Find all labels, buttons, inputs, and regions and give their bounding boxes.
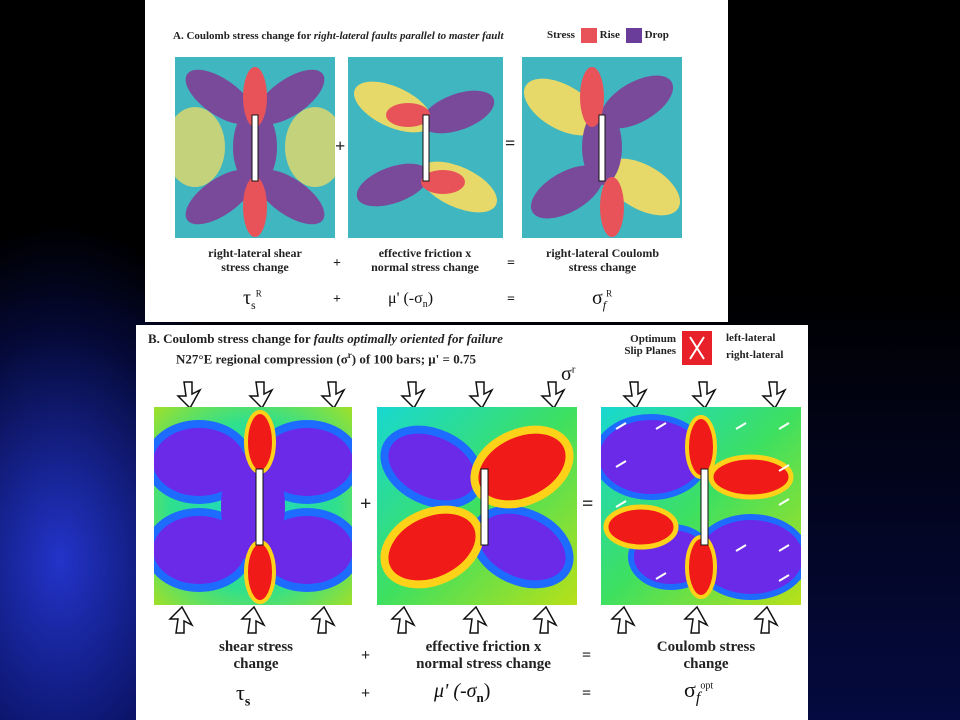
map-b-coulomb — [601, 407, 801, 605]
equals-sign-b-symbol: = — [582, 685, 592, 702]
plus-sign-b-caption: + — [361, 647, 371, 664]
panel-b: B. Coulomb stress change for faults opti… — [136, 325, 808, 720]
mu-symbol: μ' (-σn) — [388, 290, 434, 311]
panel-b-subtitle: N27°E regional compression (σr) of 100 b… — [176, 350, 476, 367]
panel-a: A. Coulomb stress change for right-later… — [145, 0, 728, 322]
map-normal-stress — [348, 57, 503, 238]
sigma-f-opt-symbol: σfopt — [684, 677, 714, 707]
tau-s-symbol: τs — [236, 680, 251, 710]
plus-sign: + — [335, 136, 346, 156]
left-lateral-label: left-lateral — [726, 332, 776, 344]
caption-friction: effective friction x normal stress change — [371, 246, 479, 274]
plus-sign-b: + — [360, 493, 372, 515]
caption-coulomb: right-lateral Coulomb stress change — [546, 246, 659, 274]
plus-sign-symbol: + — [333, 292, 341, 307]
caption-b-friction: effective friction x normal stress change — [416, 639, 551, 673]
equals-sign-b: = — [582, 493, 594, 515]
mu-sigma-n-symbol: μ' (-σn) — [434, 680, 491, 705]
drop-swatch — [625, 28, 642, 43]
equals-sign-b-caption: = — [582, 647, 592, 664]
equals-sign-caption: = — [507, 256, 515, 271]
tau-symbol: τsR — [243, 287, 262, 312]
caption-b-shear: shear stress change — [218, 639, 294, 673]
compression-arrows-top — [176, 381, 787, 410]
equals-sign-symbol: = — [507, 292, 515, 307]
right-lateral-label: right-lateral — [726, 349, 784, 361]
slip-planes-swatch — [682, 331, 712, 365]
caption-b-coulomb: Coulomb stress change — [656, 639, 756, 673]
plus-sign-b-symbol: + — [361, 685, 371, 702]
plus-sign-caption: + — [333, 256, 341, 271]
panel-a-legend: Stress Rise Drop — [547, 28, 669, 43]
sigma-symbol: σfR — [592, 287, 613, 312]
rise-swatch — [580, 28, 597, 43]
equals-sign: = — [505, 133, 516, 153]
map-b-normal — [377, 407, 577, 605]
sigma-r-label: σr — [561, 363, 576, 385]
map-shear-stress — [175, 57, 335, 238]
panel-a-title: A. Coulomb stress change for right-later… — [173, 30, 504, 42]
map-b-shear — [154, 407, 352, 605]
slip-planes-legend-label: Optimum Slip Planes — [624, 333, 676, 357]
map-coulomb-stress — [522, 57, 682, 238]
compression-arrows-bottom — [168, 605, 779, 634]
panel-b-title: B. Coulomb stress change for faults opti… — [148, 331, 503, 346]
caption-shear: right-lateral shear stress change — [208, 246, 302, 274]
